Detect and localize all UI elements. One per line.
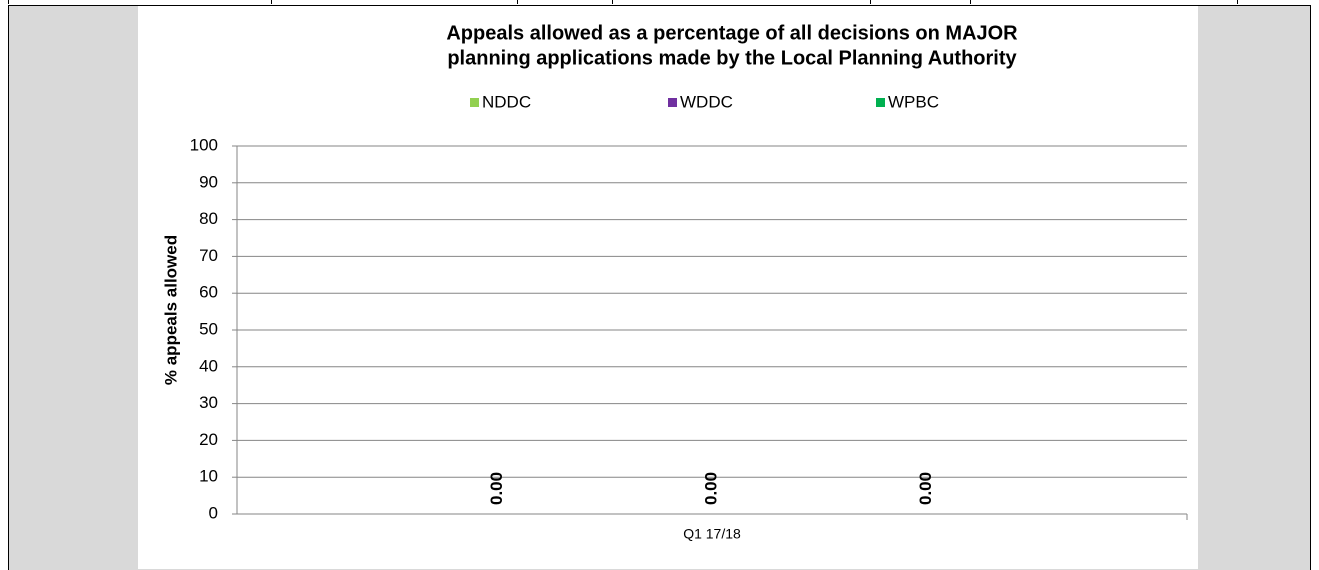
y-tick-label: 70	[199, 246, 218, 265]
y-axis-label: % appeals allowed	[161, 235, 180, 385]
y-tick-label: 90	[199, 172, 218, 191]
y-tick-label: 80	[199, 209, 218, 228]
y-tick-label: 10	[199, 467, 218, 486]
y-tick-label: 0	[209, 503, 218, 522]
legend-label: WDDC	[680, 92, 733, 111]
data-label: 0.00	[701, 472, 720, 505]
legend-label: NDDC	[482, 92, 531, 111]
y-tick-label: 60	[199, 283, 218, 302]
data-label: 0.00	[916, 472, 935, 505]
legend-swatch	[876, 98, 885, 107]
y-tick-label: 100	[190, 135, 218, 154]
chart-area	[138, 6, 1198, 569]
y-tick-label: 40	[199, 356, 218, 375]
legend-label: WPBC	[888, 92, 939, 111]
y-tick-label: 20	[199, 430, 218, 449]
table-cell	[870, 0, 971, 4]
y-tick-label: 30	[199, 393, 218, 412]
chart-title: Appeals allowed as a percentage of all d…	[446, 22, 1018, 44]
table-cell	[970, 0, 1238, 4]
legend-swatch	[668, 98, 677, 107]
y-tick-label: 50	[199, 319, 218, 338]
data-label: 0.00	[487, 472, 506, 505]
chart-title: planning applications made by the Local …	[447, 47, 1017, 69]
table-cell	[517, 0, 613, 4]
table-cell	[612, 0, 871, 4]
table-cell	[270, 0, 518, 4]
x-tick-label: Q1 17/18	[683, 526, 741, 542]
table-cell	[8, 0, 272, 4]
legend-swatch	[470, 98, 479, 107]
